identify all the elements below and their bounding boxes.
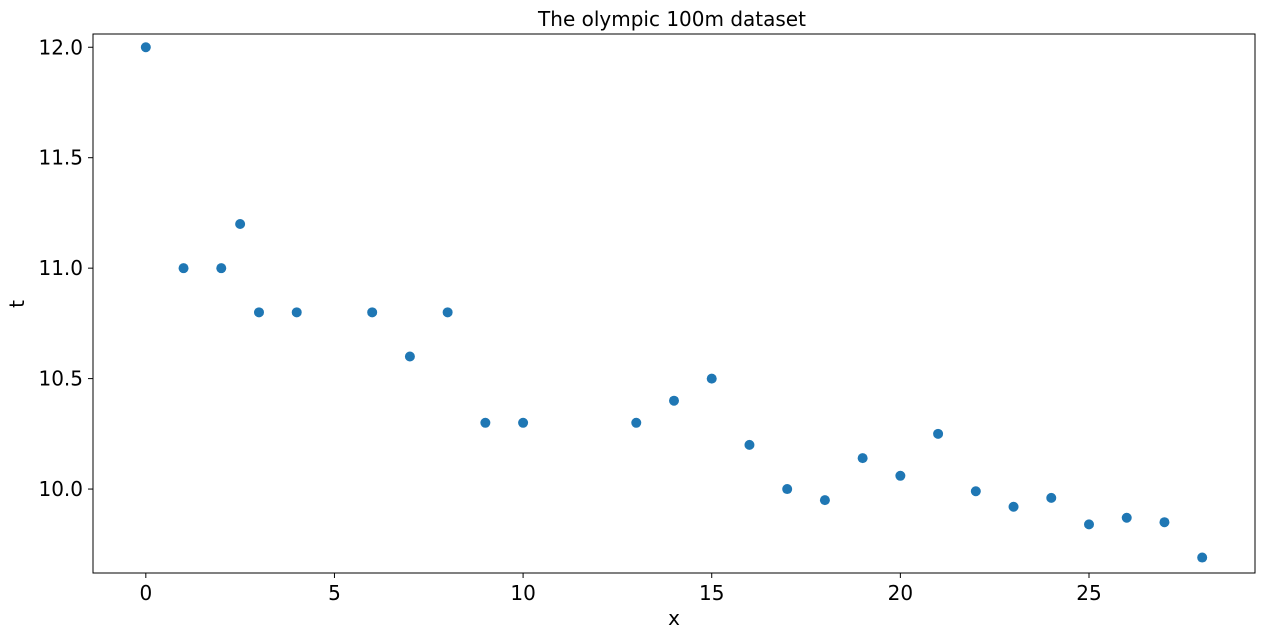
data-point (1046, 492, 1057, 503)
y-tick-label: 10.5 (38, 367, 83, 391)
y-tick-label: 12.0 (38, 35, 83, 59)
data-point (819, 495, 830, 506)
chart-title: The olympic 100m dataset (537, 7, 806, 31)
x-tick-label: 25 (1076, 581, 1101, 605)
x-tick-label: 20 (888, 581, 913, 605)
data-point (235, 218, 246, 229)
data-point (1084, 519, 1094, 530)
data-point (254, 307, 264, 318)
data-point (1008, 501, 1019, 512)
data-point (140, 42, 151, 53)
x-tick-label: 15 (699, 581, 724, 605)
data-point (480, 417, 491, 428)
x-tick-label: 10 (510, 581, 535, 605)
data-point (857, 453, 868, 464)
y-axis-label: t (5, 300, 29, 308)
data-point (669, 395, 679, 406)
data-point (744, 439, 755, 450)
data-point (1197, 552, 1208, 563)
data-point (178, 263, 189, 274)
x-tick-label: 5 (328, 581, 341, 605)
data-point (442, 307, 453, 318)
data-point (367, 307, 378, 318)
data-points (140, 42, 1208, 563)
data-point (706, 373, 717, 384)
y-tick-label: 10.0 (38, 477, 83, 501)
data-point (1159, 517, 1170, 528)
data-point (631, 417, 642, 428)
x-axis: 0 5 10 15 20 25 (139, 573, 1102, 605)
data-point (216, 263, 227, 274)
y-axis: 10.0 10.5 11.0 11.5 12.0 (38, 35, 93, 501)
x-axis-label: x (668, 606, 680, 630)
data-point (518, 417, 529, 428)
data-point (404, 351, 415, 362)
data-point (970, 486, 981, 497)
data-point (1121, 512, 1132, 523)
y-tick-label: 11.0 (38, 256, 83, 280)
data-point (933, 428, 944, 439)
plot-frame (92, 33, 1256, 574)
data-point (782, 484, 793, 495)
data-point (291, 307, 302, 318)
x-tick-label: 0 (139, 581, 152, 605)
data-point (895, 470, 906, 481)
y-tick-label: 11.5 (38, 146, 83, 170)
